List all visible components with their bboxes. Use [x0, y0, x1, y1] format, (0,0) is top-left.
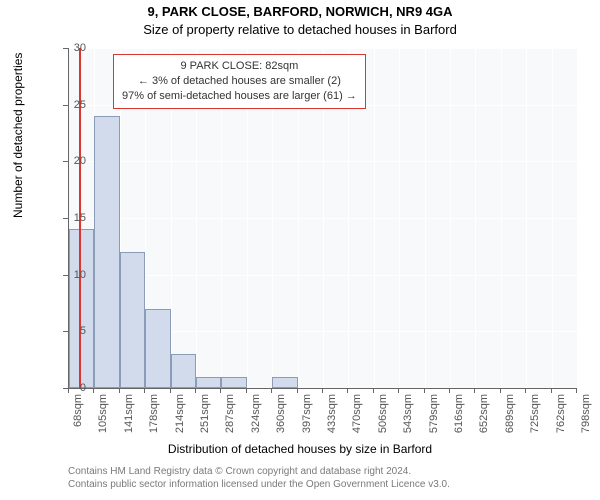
xtick-label: 178sqm	[148, 394, 160, 433]
xtick-mark	[398, 388, 399, 393]
gridline-v	[552, 48, 553, 388]
annotation-line: 97% of semi-detached houses are larger (…	[122, 89, 357, 104]
xtick-label: 360sqm	[275, 394, 287, 433]
histogram-bar	[171, 354, 196, 388]
xtick-mark	[119, 388, 120, 393]
xtick-label: 652sqm	[478, 394, 490, 433]
xtick-mark	[93, 388, 94, 393]
plot-wrap: 9 PARK CLOSE: 82sqm← 3% of detached hous…	[68, 48, 576, 388]
histogram-bar	[196, 377, 221, 388]
xtick-label: 287sqm	[224, 394, 236, 433]
ytick-mark	[63, 48, 68, 49]
histogram-bar	[272, 377, 297, 388]
xtick-mark	[551, 388, 552, 393]
xtick-mark	[474, 388, 475, 393]
xtick-label: 579sqm	[428, 394, 440, 433]
xtick-label: 543sqm	[402, 394, 414, 433]
gridline-v	[374, 48, 375, 388]
xtick-mark	[68, 388, 69, 393]
xtick-mark	[373, 388, 374, 393]
gridline-v	[577, 48, 578, 388]
gridline-v	[526, 48, 527, 388]
xtick-label: 68sqm	[72, 394, 84, 427]
annotation-box: 9 PARK CLOSE: 82sqm← 3% of detached hous…	[113, 54, 366, 109]
ytick-mark	[63, 218, 68, 219]
xtick-label: 397sqm	[301, 394, 313, 433]
plot-area: 9 PARK CLOSE: 82sqm← 3% of detached hous…	[68, 48, 577, 389]
xtick-label: 105sqm	[97, 394, 109, 433]
xtick-label: 251sqm	[199, 394, 211, 433]
xtick-label: 470sqm	[351, 394, 363, 433]
histogram-bar	[69, 229, 94, 388]
xtick-label: 214sqm	[174, 394, 186, 433]
histogram-bar	[94, 116, 119, 388]
credit-line-2: Contains public sector information licen…	[68, 479, 450, 490]
xtick-mark	[144, 388, 145, 393]
xtick-mark	[525, 388, 526, 393]
xtick-mark	[246, 388, 247, 393]
gridline-v	[501, 48, 502, 388]
xtick-mark	[170, 388, 171, 393]
xtick-label: 324sqm	[250, 394, 262, 433]
xtick-label: 689sqm	[504, 394, 516, 433]
gridline-v	[450, 48, 451, 388]
ytick-mark	[63, 161, 68, 162]
xtick-mark	[347, 388, 348, 393]
xtick-label: 762sqm	[555, 394, 567, 433]
gridline-v	[475, 48, 476, 388]
xtick-mark	[271, 388, 272, 393]
xtick-mark	[500, 388, 501, 393]
xtick-mark	[297, 388, 298, 393]
xtick-mark	[449, 388, 450, 393]
xtick-label: 433sqm	[326, 394, 338, 433]
xtick-label: 141sqm	[123, 394, 135, 433]
histogram-bar	[145, 309, 170, 388]
gridline-v	[399, 48, 400, 388]
xtick-label: 506sqm	[377, 394, 389, 433]
annotation-line: 9 PARK CLOSE: 82sqm	[122, 59, 357, 74]
root: 9, PARK CLOSE, BARFORD, NORWICH, NR9 4GA…	[0, 0, 600, 500]
annotation-line: ← 3% of detached houses are smaller (2)	[122, 74, 357, 89]
histogram-bar	[120, 252, 145, 388]
xtick-label: 616sqm	[453, 394, 465, 433]
ytick-mark	[63, 331, 68, 332]
chart-title-line2: Size of property relative to detached ho…	[0, 22, 600, 37]
xtick-label: 725sqm	[529, 394, 541, 433]
xtick-mark	[576, 388, 577, 393]
y-axis-label: Number of detached properties	[11, 53, 25, 218]
x-axis-label: Distribution of detached houses by size …	[0, 442, 600, 456]
histogram-bar	[221, 377, 246, 388]
xtick-mark	[322, 388, 323, 393]
ytick-mark	[63, 105, 68, 106]
chart-title-line1: 9, PARK CLOSE, BARFORD, NORWICH, NR9 4GA	[0, 4, 600, 19]
xtick-mark	[424, 388, 425, 393]
ytick-mark	[63, 275, 68, 276]
xtick-mark	[220, 388, 221, 393]
gridline-v	[425, 48, 426, 388]
credit-line-1: Contains HM Land Registry data © Crown c…	[68, 466, 411, 477]
xtick-label: 798sqm	[580, 394, 592, 433]
xtick-mark	[195, 388, 196, 393]
